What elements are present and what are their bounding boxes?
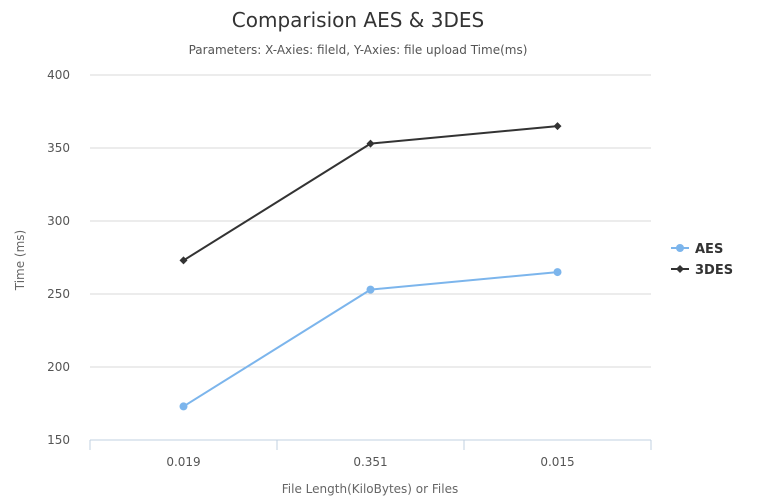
data-point — [553, 268, 562, 277]
y-tick-label: 400 — [47, 68, 70, 82]
x-axis-label: File Length(KiloBytes) or Files — [282, 482, 458, 496]
series-area — [179, 122, 562, 411]
x-tick-label: 0.015 — [540, 455, 574, 469]
y-tick-label: 250 — [47, 287, 70, 301]
x-axis: 0.019 0.351 0.015 — [89, 439, 652, 469]
data-point — [553, 122, 562, 131]
legend-marker — [676, 265, 684, 273]
y-tick-label: 300 — [47, 214, 70, 228]
series-aes — [179, 268, 562, 411]
legend: AES 3DES — [671, 242, 733, 278]
y-tick-label: 150 — [47, 433, 70, 447]
x-tick-label: 0.019 — [166, 455, 200, 469]
legend-item-3des: 3DES — [671, 263, 733, 278]
legend-marker — [676, 244, 684, 252]
data-point — [179, 402, 188, 411]
legend-label: AES — [695, 242, 723, 257]
legend-item-aes: AES — [671, 242, 723, 257]
data-point — [179, 256, 188, 265]
chart-subtitle: Parameters: X-Axies: fileld, Y-Axies: fi… — [189, 43, 528, 57]
y-tick-label: 350 — [47, 141, 70, 155]
data-point — [366, 139, 375, 148]
y-tick-label: 200 — [47, 360, 70, 374]
chart-title: Comparision AES & 3DES — [232, 8, 484, 32]
y-axis-label: Time (ms) — [13, 230, 27, 292]
legend-label: 3DES — [695, 263, 733, 278]
series-3des — [179, 122, 562, 265]
x-tick-label: 0.351 — [353, 455, 387, 469]
gridlines: 150 200 250 300 350 400 — [47, 68, 651, 447]
data-point — [366, 285, 375, 294]
